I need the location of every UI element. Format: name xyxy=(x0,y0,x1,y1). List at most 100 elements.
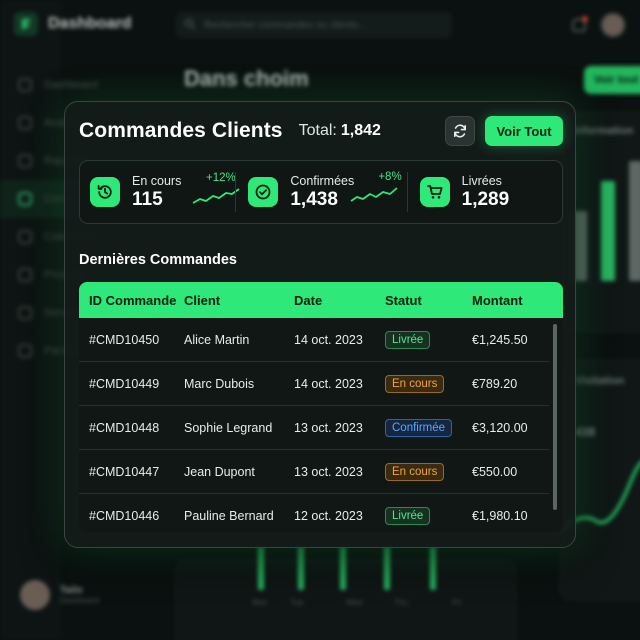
order-amount: €1,245.50 xyxy=(472,332,528,347)
logo-icon xyxy=(14,12,38,36)
sidebar-item-dashboard[interactable]: Dashboard xyxy=(18,66,178,104)
order-amount: €550.00 xyxy=(472,464,518,479)
column-header[interactable]: Client xyxy=(184,292,221,308)
order-date: 13 oct. 2023 xyxy=(294,464,363,479)
table-body: #CMD10450 Alice Martin 14 oct. 2023 Livr… xyxy=(79,318,563,532)
table-row[interactable]: #CMD10449 Marc Dubois 14 oct. 2023 En co… xyxy=(79,362,549,406)
axis-tick-label: Mon xyxy=(252,598,268,607)
app-logo[interactable]: Dashboard xyxy=(14,12,132,36)
order-amount: €789.20 xyxy=(472,376,518,391)
status-cell: En cours xyxy=(385,374,472,393)
order-amount: €1,980.10 xyxy=(472,509,528,523)
bottom-chart-card xyxy=(176,560,516,640)
refresh-icon xyxy=(454,124,466,138)
panel-header: Commandes Clients Total: 1,842 Voir Tout xyxy=(79,116,563,146)
user-avatar[interactable] xyxy=(600,12,626,38)
visitation-line-chart xyxy=(561,461,640,533)
chart-icon xyxy=(18,116,32,130)
column-header[interactable]: Montant xyxy=(472,292,523,308)
gear-icon xyxy=(18,344,32,358)
notification-dot xyxy=(582,16,588,22)
avatar xyxy=(20,580,50,610)
visitation-value: 438 xyxy=(575,425,596,439)
sidebar xyxy=(0,0,62,640)
stat-livrees: Livrées 1,289 xyxy=(406,172,562,212)
section-title: Dernières Commandes xyxy=(79,252,237,268)
user-name: Tailo xyxy=(60,585,83,596)
total-count: Total: 1,842 xyxy=(299,122,381,140)
report-icon xyxy=(18,154,32,168)
search-placeholder: Rechercher commandes ou clients... xyxy=(204,19,367,31)
sidebar-user[interactable]: Tailo Dashboard xyxy=(20,580,99,610)
client-name: Sophie Legrand xyxy=(184,420,273,435)
table-row[interactable]: #CMD10450 Alice Martin 14 oct. 2023 Livr… xyxy=(79,318,549,362)
stat-delta: +12% xyxy=(206,172,236,184)
sparkline xyxy=(350,187,398,202)
view-all-button[interactable]: Voir Tout xyxy=(485,116,563,146)
stat-en-cours: En cours 115 +12% xyxy=(80,161,240,223)
axis-tick-label: Fri xyxy=(452,598,462,607)
header-view-all-button[interactable]: Voir tout xyxy=(584,66,640,94)
box-icon xyxy=(18,268,32,282)
table-row[interactable]: #CMD10447 Jean Dupont 13 oct. 2023 En co… xyxy=(79,450,549,494)
cart-icon xyxy=(419,177,450,207)
status-cell: En cours xyxy=(385,462,472,481)
order-date: 14 oct. 2023 xyxy=(294,332,363,347)
chart-bar xyxy=(629,161,640,281)
chart-bar xyxy=(340,546,346,590)
order-id: #CMD10446 xyxy=(89,509,160,523)
stat-delta: +8% xyxy=(378,171,402,183)
axis-tick-label: Wed xyxy=(346,598,363,607)
clock-history-icon xyxy=(90,177,120,207)
stat-label: Confirmées xyxy=(290,173,355,188)
table-header: ID Commande Client Date Statut Montant xyxy=(79,282,563,318)
column-header[interactable]: Date xyxy=(294,292,323,308)
refresh-button[interactable] xyxy=(445,116,475,146)
table-row[interactable]: #CMD10446 Pauline Bernard 12 oct. 2023 L… xyxy=(79,494,549,532)
stat-label: Livrées xyxy=(461,173,502,188)
client-name: Jean Dupont xyxy=(184,464,255,479)
stat-value: 115 xyxy=(132,188,163,210)
order-date: 13 oct. 2023 xyxy=(294,420,363,435)
order-date: 14 oct. 2023 xyxy=(294,376,363,391)
services-icon xyxy=(18,306,32,320)
orders-icon xyxy=(18,192,32,206)
orders-table: ID Commande Client Date Statut Montant #… xyxy=(79,282,563,532)
top-right-controls xyxy=(572,12,626,38)
chart-bar xyxy=(573,211,587,281)
order-id: #CMD10448 xyxy=(89,420,160,435)
stat-value: 1,438 xyxy=(290,188,338,210)
logo-text: Dashboard xyxy=(48,15,132,32)
column-header[interactable]: Statut xyxy=(385,292,422,308)
information-card-title: Information xyxy=(573,125,634,137)
status-badge: En cours xyxy=(385,374,445,393)
scrollbar[interactable] xyxy=(553,324,557,510)
chart-bar xyxy=(430,546,436,590)
page-title: Dans choim xyxy=(184,66,309,91)
total-label: Total: xyxy=(298,122,337,139)
stat-value: 1,289 xyxy=(461,188,510,210)
order-id: #CMD10447 xyxy=(89,464,160,479)
status-badge: Livrée xyxy=(385,507,431,525)
bell-icon[interactable] xyxy=(572,16,588,32)
order-id: #CMD10450 xyxy=(89,332,160,347)
sparkline xyxy=(192,188,240,204)
calendar-icon xyxy=(18,230,32,244)
status-cell: Livrée xyxy=(385,507,472,525)
order-date: 12 oct. 2023 xyxy=(294,509,363,523)
orders-panel: Commandes Clients Total: 1,842 Voir Tout xyxy=(64,101,576,548)
stat-label: En cours xyxy=(132,173,182,188)
status-cell: Livrée xyxy=(385,330,472,349)
status-cell: Confirmée xyxy=(385,418,472,437)
stat-confirmees: Confirmées 1,438 +8% xyxy=(235,171,406,212)
chart-bar xyxy=(258,546,264,590)
axis-tick-label: Tue xyxy=(290,598,304,607)
client-name: Pauline Bernard xyxy=(184,509,274,523)
order-amount: €3,120.00 xyxy=(472,420,528,435)
home-icon xyxy=(18,78,32,92)
table-row[interactable]: #CMD10448 Sophie Legrand 13 oct. 2023 Co… xyxy=(79,406,549,450)
search-input[interactable]: Rechercher commandes ou clients... xyxy=(176,12,452,38)
axis-tick-label: Thu xyxy=(394,598,408,607)
column-header[interactable]: ID Commande xyxy=(89,292,177,308)
visitation-card-title: Visitation xyxy=(575,375,625,387)
